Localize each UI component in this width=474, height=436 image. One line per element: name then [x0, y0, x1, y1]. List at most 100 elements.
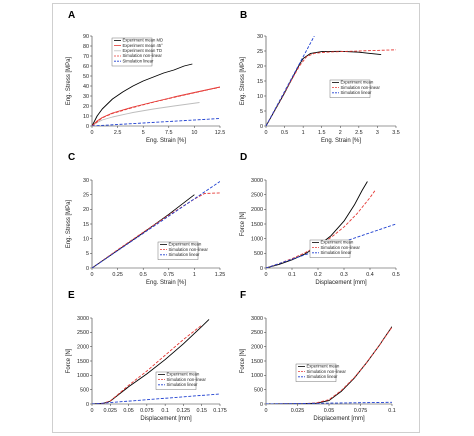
legend-box: [157, 241, 199, 260]
y-tick-label: 25: [257, 49, 263, 55]
x-tick-label: 0.075: [140, 408, 154, 414]
y-tick-label: 90: [83, 34, 89, 40]
x-tick-label: 0.15: [196, 408, 207, 414]
y-tick-label: 1000: [251, 236, 263, 242]
x-tick-label: 0.75: [164, 272, 175, 278]
y-tick-label: 30: [83, 178, 89, 184]
x-tick-label: 2.5: [355, 130, 363, 136]
y-tick-label: 1500: [251, 359, 263, 365]
x-tick-label: 0.025: [104, 408, 118, 414]
x-tick-label: 0: [265, 130, 268, 136]
legend-box: [309, 239, 351, 258]
y-tick-label: 5: [260, 109, 263, 115]
x-tick-label: 2: [339, 130, 342, 136]
x-tick-label: 1: [193, 272, 196, 278]
series-line-2: [266, 49, 396, 126]
y-tick-label: 3000: [251, 316, 263, 322]
panel-letter: D: [240, 152, 247, 163]
chart-panel-f: F 0 0.025 0.05 0.075 0.1 0 500 1000 1500 2000 2500 3…: [240, 290, 396, 422]
legend-entry: Experiment mean 45°: [123, 43, 164, 48]
legend-entry: Simulation linear: [167, 382, 199, 387]
y-tick-label: 15: [83, 222, 89, 228]
x-tick-label: 0.175: [213, 408, 227, 414]
y-tick-label: 2000: [77, 344, 89, 350]
x-tick-label: 0: [91, 408, 94, 414]
legend-entry: Simulation non-linear: [341, 85, 381, 90]
y-tick-label: 30: [83, 94, 89, 100]
series-line-2: [92, 324, 202, 404]
x-tick-label: 0.3: [340, 272, 348, 278]
x-tick-label: 1: [302, 130, 305, 136]
y-tick-label: 1500: [77, 359, 89, 365]
legend-box: [295, 363, 337, 382]
x-axis-label: Displacement [mm]: [315, 280, 367, 286]
x-tick-label: 3: [376, 130, 379, 136]
series-line-4: [92, 86, 220, 126]
series-line-5: [92, 118, 220, 126]
figure-frame: [52, 3, 420, 433]
y-tick-label: 30: [257, 34, 263, 40]
y-axis-label: Eng. Stress [MPa]: [66, 56, 72, 105]
y-tick-label: 70: [83, 54, 89, 60]
x-tick-label: 1.25: [215, 272, 226, 278]
y-tick-label: 2000: [251, 207, 263, 213]
x-axis-label: Displacement [mm]: [313, 416, 365, 422]
y-tick-label: 10: [83, 114, 89, 120]
x-tick-label: 0.025: [291, 408, 305, 414]
y-tick-label: 20: [83, 207, 89, 213]
y-tick-label: 2500: [77, 330, 89, 336]
legend-entry: Simulation linear: [307, 374, 339, 379]
y-axis-label: Eng. Stress [MPa]: [66, 199, 72, 248]
x-axis-label: Eng. Strain [%]: [321, 138, 361, 144]
series-line-3: [92, 393, 220, 404]
x-tick-label: 12.5: [215, 130, 226, 136]
legend-box: [329, 79, 371, 98]
legend-entry: Simulation non-linear: [123, 53, 163, 58]
x-tick-label: 2.5: [114, 130, 122, 136]
panel-letter: B: [240, 10, 247, 21]
x-tick-label: 0.1: [161, 408, 169, 414]
y-tick-label: 3000: [77, 316, 89, 322]
x-tick-label: 0.5: [139, 272, 147, 278]
y-axis-label: Eng. Stress [MPa]: [240, 56, 246, 105]
legend-entry: Experiment mean: [341, 80, 374, 85]
legend-box: [155, 371, 197, 390]
chart-panel-d: D 0 0.1 0.2 0.3 0.4 0.5 0 500 1000 1500 2000 2500 300…: [240, 152, 400, 286]
x-tick-label: 0.1: [388, 408, 396, 414]
legend-entry: Simulation linear: [169, 252, 201, 257]
y-tick-label: 500: [254, 387, 263, 393]
series-line-2: [92, 86, 220, 126]
y-tick-label: 1000: [77, 373, 89, 379]
y-axis-label: Force [N]: [240, 348, 246, 373]
series-line-1: [92, 319, 210, 404]
legend-entry: Experiment mean: [307, 364, 340, 369]
y-tick-label: 5: [86, 251, 89, 257]
legend-entry: Simulation non-linear: [307, 369, 347, 374]
y-tick-label: 0: [260, 266, 263, 272]
x-tick-label: 0: [265, 408, 268, 414]
y-axis-label: Force [N]: [66, 348, 72, 373]
x-tick-label: 0.1: [288, 272, 296, 278]
x-tick-label: 1.5: [318, 130, 326, 136]
series-line-1: [92, 63, 193, 126]
legend-entry: Simulation linear: [321, 250, 353, 255]
x-tick-label: 0: [265, 272, 268, 278]
x-tick-label: 0.05: [324, 408, 335, 414]
panel-letter: A: [68, 10, 75, 21]
series-line-2: [92, 192, 220, 268]
y-tick-label: 500: [254, 251, 263, 257]
y-tick-label: 0: [86, 124, 89, 130]
series-line-3: [92, 181, 220, 268]
chart-panel-a: A 0 2.5 5 7.5 10 12.5 0 10 20 30 40 50 60 70 80 90 Eng. S…: [66, 10, 225, 144]
legend-entry: Experiment mean TD: [123, 48, 163, 53]
y-tick-label: 500: [80, 387, 89, 393]
x-tick-label: 5: [142, 130, 145, 136]
x-tick-label: 0: [91, 130, 94, 136]
y-tick-label: 60: [83, 64, 89, 70]
legend-entry: Experiment mean: [321, 240, 354, 245]
x-tick-label: 0.5: [281, 130, 289, 136]
